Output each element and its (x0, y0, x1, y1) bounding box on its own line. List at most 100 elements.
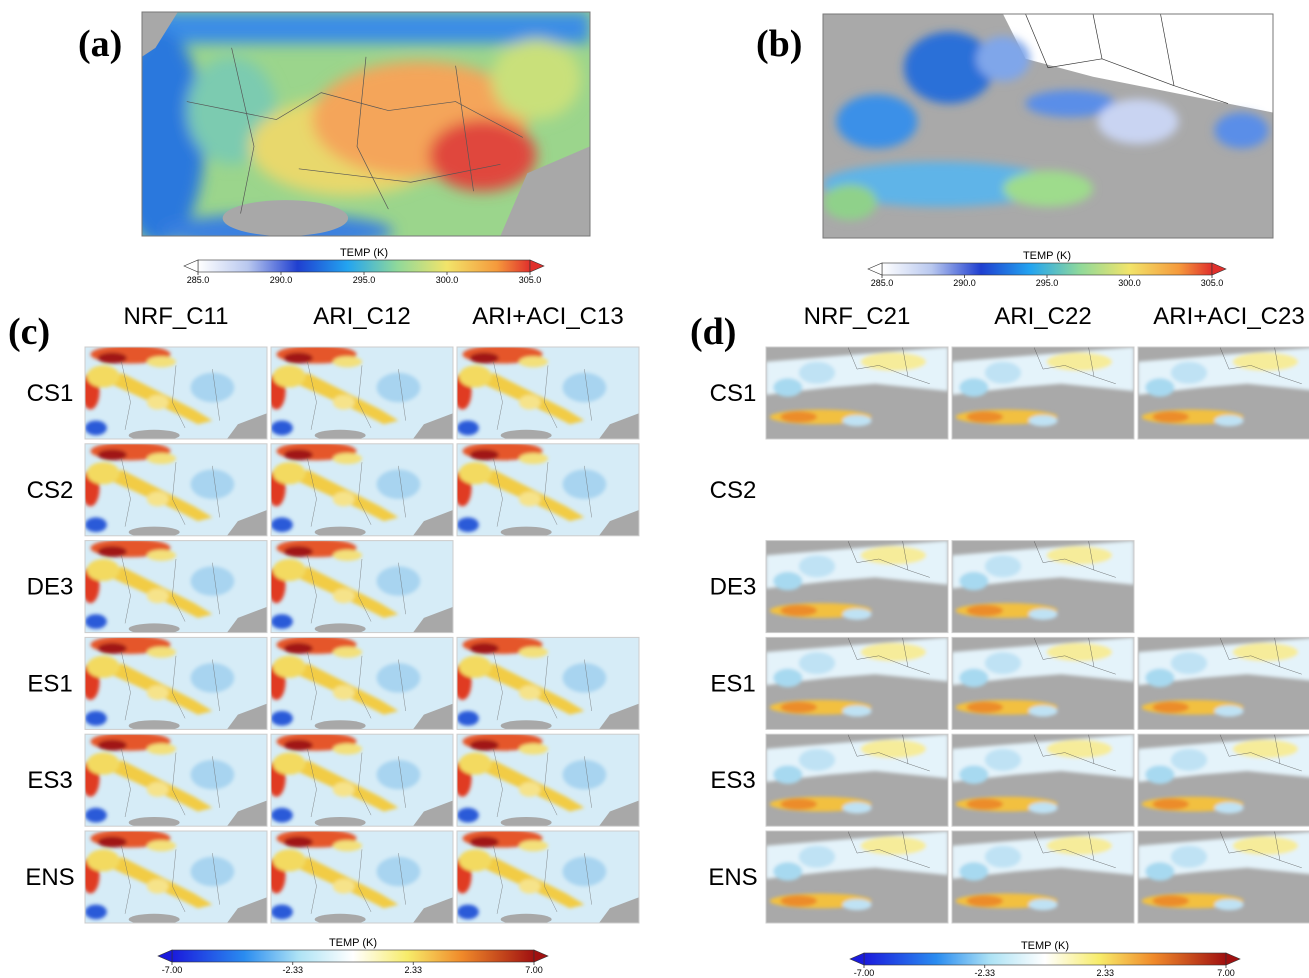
small-map (453, 732, 639, 828)
map-frame (1137, 733, 1309, 827)
small-map (267, 636, 453, 732)
map-frame (141, 11, 591, 237)
small-map (766, 347, 948, 439)
colorbar-tick-label: 295.0 (353, 275, 376, 285)
column-header: NRF_C21 (804, 303, 911, 330)
small-map (81, 829, 267, 925)
map-frame (270, 636, 454, 730)
map-frame (765, 346, 949, 440)
map-frame (765, 540, 949, 634)
row-label: ENS (708, 864, 757, 891)
small-map (81, 732, 267, 828)
colorbar-arrow (1211, 262, 1227, 276)
small-map (81, 442, 267, 538)
small-map (766, 734, 948, 826)
colorbar-title: TEMP (K) (340, 247, 388, 259)
colorbar-tick-label: 285.0 (187, 275, 210, 285)
row-label: CS1 (710, 380, 757, 407)
colorbar-title: TEMP (K) (1021, 940, 1069, 952)
colorbar-tick-label: 305.0 (519, 275, 542, 285)
small-map (1138, 637, 1309, 729)
map-frame (84, 830, 268, 924)
small-map (952, 347, 1134, 439)
small-map (267, 829, 453, 925)
colorbar-tick-label: -2.33 (282, 965, 303, 975)
colorbar-arrow (183, 259, 199, 273)
colorbar-tick-label: -2.33 (974, 968, 995, 978)
map (823, 14, 1273, 238)
colorbar-arrow (867, 262, 883, 276)
small-map (267, 345, 453, 441)
small-map (1138, 347, 1309, 439)
colorbar-tick-label: 290.0 (953, 278, 976, 288)
colorbar (863, 952, 1227, 966)
small-map (267, 732, 453, 828)
map-frame (951, 636, 1135, 730)
small-map (952, 734, 1134, 826)
small-map (766, 637, 948, 729)
row-label: ENS (25, 864, 74, 891)
small-map (81, 636, 267, 732)
map-frame (270, 346, 454, 440)
small-map (81, 345, 267, 441)
column-header: ARI_C12 (313, 303, 410, 330)
small-map (766, 831, 948, 923)
map-frame (951, 830, 1135, 924)
colorbar-tick-label: 2.33 (404, 965, 422, 975)
map-frame (456, 733, 640, 827)
small-map (952, 541, 1134, 633)
column-header: NRF_C11 (124, 303, 229, 330)
colorbar (197, 259, 531, 273)
small-map (453, 829, 639, 925)
map-frame (951, 346, 1135, 440)
colorbar-tick-label: 300.0 (1118, 278, 1141, 288)
panel-label: (d) (690, 311, 736, 353)
colorbar-tick-label: -7.00 (854, 968, 875, 978)
colorbar-arrow (157, 949, 173, 963)
row-label: ES3 (710, 767, 755, 794)
map-frame (84, 540, 268, 634)
small-map (1138, 831, 1309, 923)
map-frame (84, 346, 268, 440)
row-label: DE3 (27, 574, 74, 601)
colorbar-tick-label: 2.33 (1096, 968, 1114, 978)
colorbar (881, 262, 1213, 276)
colorbar-tick-label: 7.00 (1217, 968, 1235, 978)
map-frame (1137, 346, 1309, 440)
colorbar-title: TEMP (K) (329, 937, 377, 949)
map-frame (456, 346, 640, 440)
colorbar-arrow (849, 952, 865, 966)
panel-label: (c) (8, 311, 50, 353)
small-map (453, 442, 639, 538)
row-label: DE3 (710, 574, 757, 601)
map-frame (456, 830, 640, 924)
column-header: ARI+ACI_C23 (1153, 303, 1304, 330)
colorbar-arrow (533, 949, 549, 963)
map-frame (765, 733, 949, 827)
map (115, 12, 590, 249)
small-map (1138, 734, 1309, 826)
map-frame (456, 636, 640, 730)
colorbar-tick-label: 295.0 (1036, 278, 1059, 288)
map-frame (270, 443, 454, 537)
small-map (952, 831, 1134, 923)
row-label: CS1 (27, 380, 74, 407)
map-frame (951, 733, 1135, 827)
colorbar-tick-label: 300.0 (436, 275, 459, 285)
colorbar (171, 949, 535, 963)
panel-label: (b) (756, 23, 802, 65)
column-header: ARI+ACI_C13 (472, 303, 623, 330)
row-label: ES1 (710, 670, 755, 697)
small-map (952, 637, 1134, 729)
row-label: CS2 (27, 477, 74, 504)
colorbar-tick-label: 305.0 (1201, 278, 1224, 288)
row-label: CS2 (710, 477, 757, 504)
map-frame (84, 443, 268, 537)
map-frame (84, 733, 268, 827)
small-map (453, 345, 639, 441)
map-frame (822, 13, 1274, 239)
colorbar-tick-label: 7.00 (525, 965, 543, 975)
small-map (267, 539, 453, 635)
panel-label: (a) (78, 23, 122, 65)
